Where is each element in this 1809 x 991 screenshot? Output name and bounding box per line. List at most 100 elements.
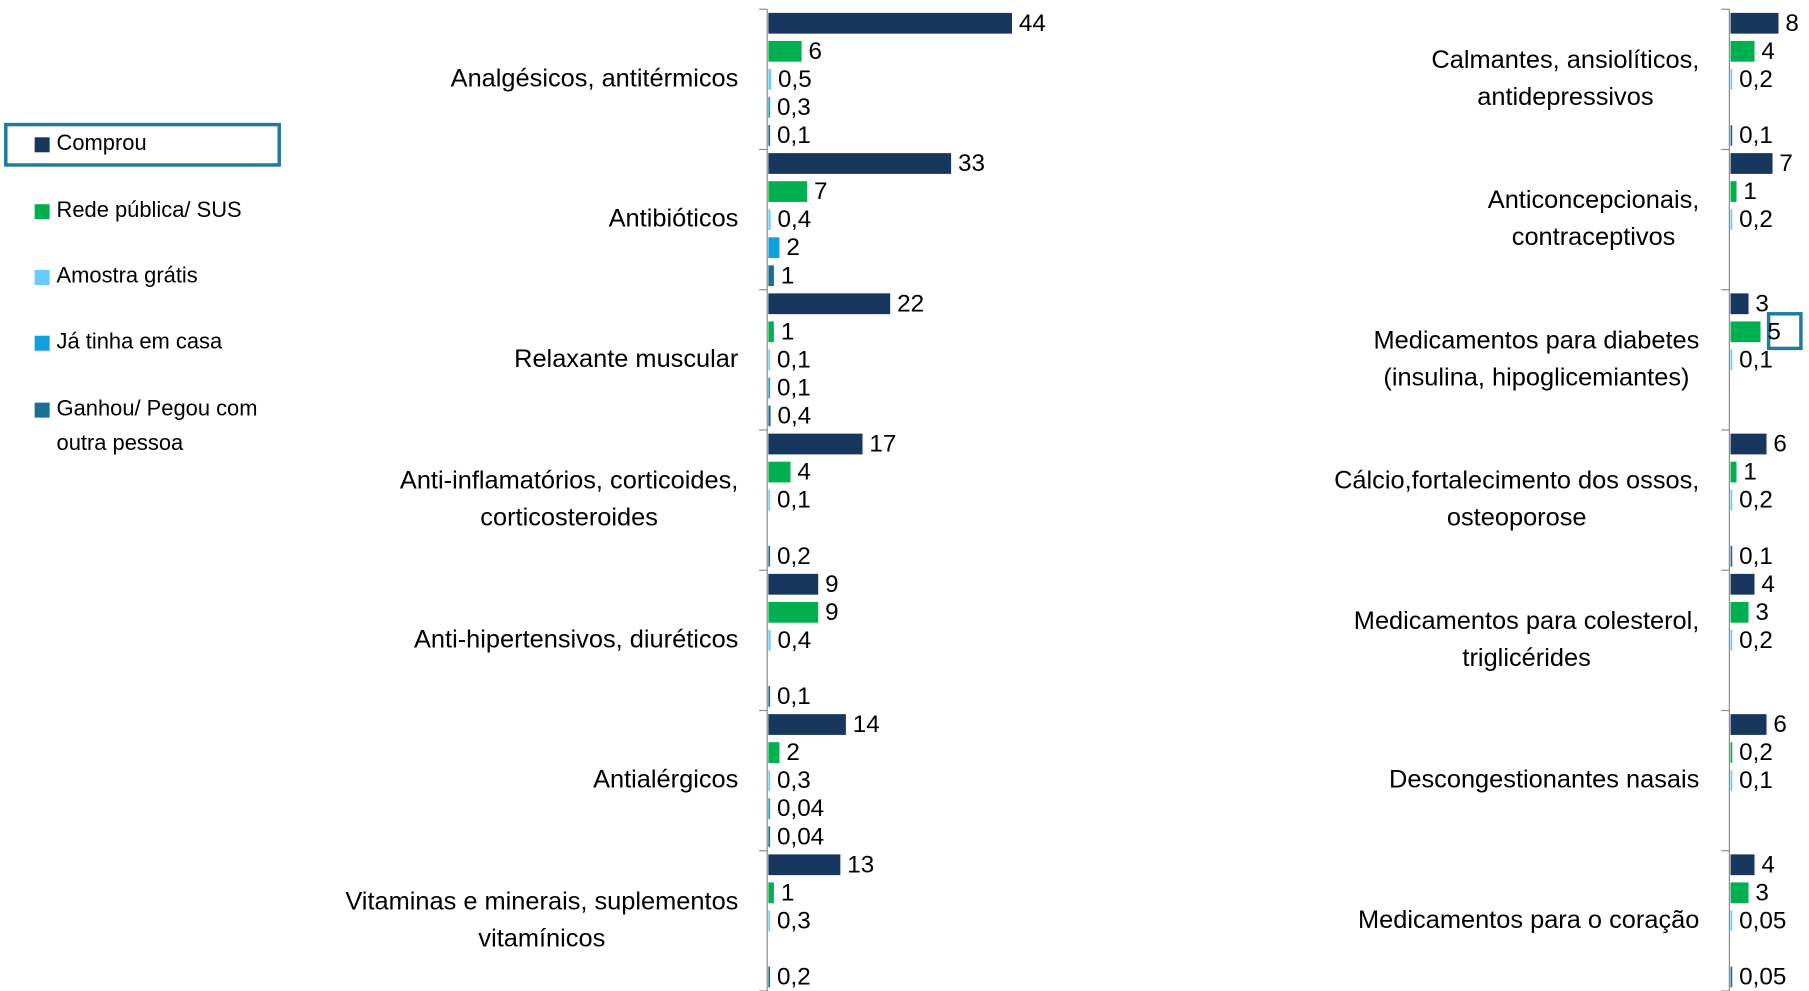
bar: [768, 321, 774, 343]
data-label: 0,1: [777, 122, 811, 149]
bar: [768, 12, 1013, 34]
data-label: 4: [797, 459, 810, 486]
category-label: Anticoncepcionais, contraceptivos: [1488, 186, 1700, 251]
data-label: 33: [958, 150, 985, 177]
bar: [768, 461, 791, 483]
bar: [1730, 601, 1749, 623]
category-label: Cálcio,fortalecimento dos ossos, osteopor…: [1334, 466, 1699, 531]
data-label: 6: [1773, 711, 1786, 738]
legend-selection: [4, 122, 281, 167]
bar: [1730, 125, 1733, 146]
label-selection: [1766, 312, 1803, 351]
category-label: Anti-hipertensivos, diuréticos: [414, 625, 738, 653]
data-label: 4: [1761, 571, 1774, 598]
category-label: Vitaminas e minerais, suplementos vitamín…: [345, 887, 738, 952]
data-label: 7: [814, 178, 827, 205]
bar: [768, 714, 846, 735]
data-label: 0,4: [778, 627, 812, 654]
data-label: 0,1: [777, 683, 811, 710]
bar: [1730, 573, 1755, 595]
bar: [1730, 433, 1767, 455]
legend-label: Rede pública/ SUS: [57, 197, 242, 222]
bar: [1730, 910, 1733, 932]
bar: [768, 125, 771, 146]
bar: [768, 153, 952, 174]
data-label: 0,4: [778, 206, 812, 233]
data-label: 5: [1767, 318, 1780, 345]
data-label: 3: [1755, 599, 1768, 626]
legend-label: Comprou: [57, 130, 147, 155]
category-label: Analgésicos, antitérmicos: [451, 64, 739, 92]
data-label: 0,1: [1739, 543, 1773, 570]
bar: [768, 349, 771, 371]
bar: [768, 405, 771, 427]
category-label: Medicamentos para diabetes (insulina, hip…: [1374, 326, 1700, 391]
data-label: 0,2: [777, 964, 811, 991]
category-label: Medicamentos para colesterol, triglicérid…: [1354, 607, 1700, 672]
data-label: 1: [1743, 459, 1756, 486]
data-label: 0,2: [1739, 66, 1773, 93]
data-label: 1: [781, 879, 794, 906]
category-label: Anti-inflamatórios, corticoides, corticos…: [400, 466, 738, 531]
bar: [768, 601, 819, 623]
bar: [768, 573, 819, 595]
data-label: 0,1: [1739, 122, 1773, 149]
data-label: 0,04: [777, 795, 824, 822]
data-label: 0,1: [777, 487, 811, 514]
bar: [1730, 770, 1733, 792]
bar: [768, 882, 774, 904]
legend-swatch: [34, 137, 50, 153]
data-label: 1: [1743, 178, 1756, 205]
bar: [768, 97, 771, 118]
data-label: 1: [781, 318, 794, 345]
bar: [768, 629, 771, 651]
category-label: Descongestionantes nasais: [1389, 765, 1699, 793]
bar: [768, 489, 771, 511]
data-label: 0,3: [777, 94, 811, 121]
bar: [768, 686, 771, 707]
data-label: 0,05: [1739, 964, 1786, 991]
data-label: 1: [781, 262, 794, 289]
bar: [768, 293, 891, 315]
bar: [768, 826, 771, 848]
bar: [768, 910, 771, 932]
bar: [1730, 321, 1761, 343]
bar: [1730, 12, 1779, 34]
data-label: 6: [809, 38, 822, 65]
bar: [1730, 714, 1767, 735]
data-label: 0,3: [777, 907, 811, 934]
legend-swatch: [34, 402, 50, 418]
bar: [1730, 181, 1737, 202]
bar: [768, 40, 802, 62]
bar: [1730, 629, 1733, 651]
data-label: 0,1: [777, 374, 811, 401]
data-label: 13: [847, 851, 874, 878]
data-label: 0,2: [1739, 627, 1773, 654]
category-label: Medicamentos para o coração: [1358, 906, 1699, 934]
bar: [768, 181, 808, 202]
bar: [768, 545, 771, 567]
data-label: 0,3: [777, 767, 811, 794]
category-label: Relaxante muscular: [514, 345, 739, 373]
data-label: 0,04: [777, 823, 824, 850]
data-label: 0,05: [1739, 907, 1786, 934]
category-label: Calmantes, ansiolíticos, antidepressivos: [1431, 46, 1699, 111]
bar: [768, 433, 863, 455]
legend-swatch: [34, 204, 50, 220]
bar: [1730, 349, 1733, 371]
bar: [768, 798, 771, 820]
data-label: 9: [825, 599, 838, 626]
bar: [1730, 489, 1733, 511]
bar: [768, 770, 771, 792]
bar: [768, 68, 772, 90]
data-label: 0,1: [1739, 346, 1773, 373]
bar: [768, 209, 771, 230]
data-label: 4: [1761, 851, 1774, 878]
bar: [768, 966, 771, 988]
data-label: 6: [1773, 431, 1786, 458]
bar: [768, 265, 774, 287]
category-label: Antibióticos: [609, 204, 739, 232]
legend-label: Já tinha em casa: [57, 328, 223, 353]
